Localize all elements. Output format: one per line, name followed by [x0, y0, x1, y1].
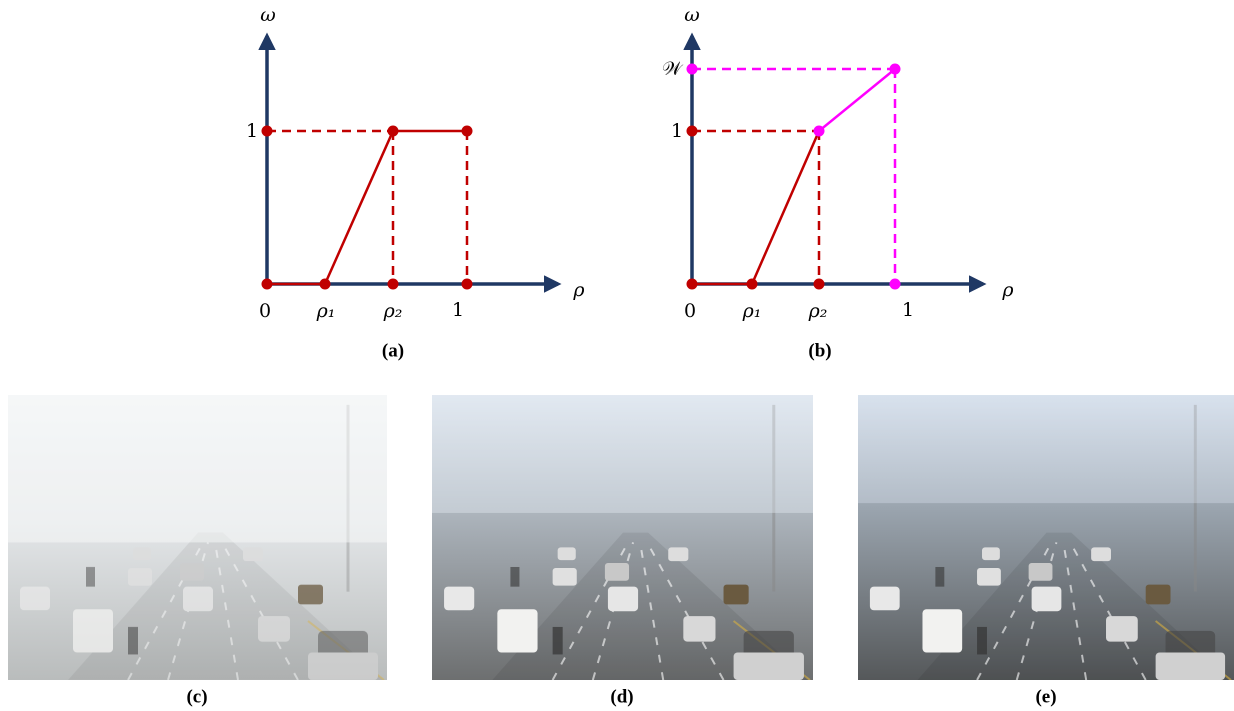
panel-a: ω ρ 1 0 ρ₁ ρ₂ 1 (a)	[246, 4, 585, 361]
points	[687, 126, 825, 290]
image-c: (c)	[8, 395, 387, 707]
caption: (d)	[610, 686, 633, 707]
caption: (b)	[808, 340, 831, 361]
x-label: ρ	[572, 279, 585, 301]
caption: (e)	[1035, 686, 1056, 707]
points	[262, 126, 473, 290]
x-tick-label: 0	[684, 300, 696, 322]
points	[687, 64, 901, 290]
figure: ω ρ 1 0 ρ₁ ρ₂ 1 (a) ω ρ 𝒲 1 0 ρ₁ ρ₂ 1 (b…	[0, 0, 1234, 711]
image-d: (d)	[432, 395, 813, 707]
y-label: ω	[260, 4, 276, 26]
x-tick-label: 1	[452, 299, 464, 321]
x-tick-label: ρ₂	[808, 300, 828, 322]
x-tick-label: 0	[259, 300, 271, 322]
weight-curve	[692, 131, 819, 284]
panel-b: ω ρ 𝒲 1 0 ρ₁ ρ₂ 1 (b)	[662, 4, 1014, 361]
y-tick-label: 1	[671, 120, 683, 142]
caption: (a)	[382, 340, 404, 361]
x-tick-label: ρ₁	[742, 300, 762, 322]
y-tick-label: 𝒲	[662, 58, 684, 80]
x-tick-label: ρ₂	[383, 300, 403, 322]
y-label: ω	[684, 4, 700, 26]
x-tick-label: 1	[902, 299, 914, 321]
weight-curve	[819, 69, 895, 131]
weight-curve	[267, 131, 467, 284]
x-label: ρ	[1001, 279, 1014, 301]
y-tick-label: 1	[246, 120, 258, 142]
x-tick-label: ρ₁	[316, 300, 336, 322]
image-e: (e)	[858, 395, 1234, 707]
caption: (c)	[186, 686, 207, 707]
